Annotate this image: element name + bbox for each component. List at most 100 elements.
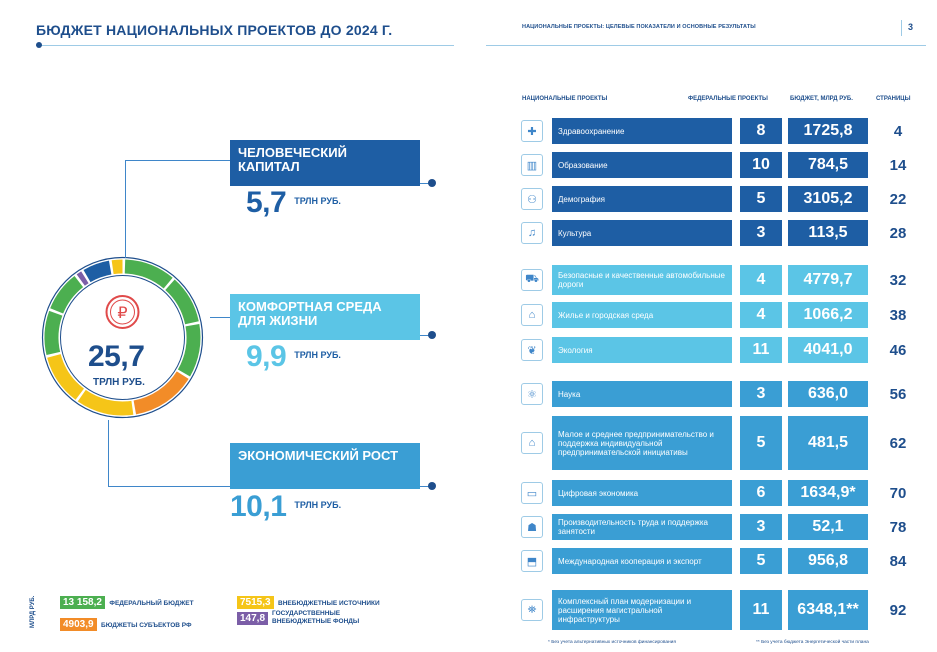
project-name: Цифровая экономика [552, 480, 732, 506]
federal-projects-count: 3 [740, 514, 782, 540]
page-reference: 84 [889, 552, 907, 570]
connector-line [420, 183, 432, 184]
federal-projects-count: 4 [740, 265, 782, 295]
federal-projects-count: 5 [740, 416, 782, 470]
connector-line [108, 420, 109, 486]
footnote: ** Без учета бюджета Энергетической част… [756, 640, 869, 645]
total-value: 25,7 [88, 340, 145, 373]
budget-value: 481,5 [788, 416, 868, 470]
footnote: * Без учета альтернативных источников фи… [548, 640, 676, 645]
federal-projects-count: 10 [740, 152, 782, 178]
project-name: Производительность труда и поддержка зан… [552, 514, 732, 540]
page-reference: 56 [889, 385, 907, 403]
budget-value: 3105,2 [788, 186, 868, 212]
donut-segment [47, 353, 85, 400]
column-header: НАЦИОНАЛЬНЫЕ ПРОЕКТЫ [522, 96, 608, 102]
column-header: ФЕДЕРАЛЬНЫЕ ПРОЕКТЫ [688, 96, 768, 102]
federal-projects-count: 6 [740, 480, 782, 506]
shop-icon: ⌂ [521, 432, 543, 454]
laptop-icon: ▭ [521, 482, 543, 504]
road-icon: ⛟ [521, 269, 543, 291]
title-rule-dot [36, 42, 42, 48]
page-reference: 22 [889, 190, 907, 208]
legend-item: 7515,3 ВНЕБЮДЖЕТНЫЕ ИСТОЧНИКИ [237, 592, 380, 610]
stroller-icon: ⚇ [521, 188, 543, 210]
donut-segment [165, 279, 199, 325]
category-amount: 9,9 ТРЛН РУБ. [246, 340, 341, 373]
donut-segment [133, 371, 189, 415]
category-amount: 5,7 ТРЛН РУБ. [246, 186, 341, 219]
budget-value: 956,8 [788, 548, 868, 574]
legend-item: 147,8 ГОСУДАРСТВЕННЫЕ ВНЕБЮДЖЕТНЫЕ ФОНДЫ [237, 610, 382, 626]
federal-projects-count: 11 [740, 590, 782, 630]
column-header: БЮДЖЕТ, МЛРД РУБ. [790, 96, 853, 102]
page-number-divider [901, 20, 902, 36]
project-name: Международная кооперация и экспорт [552, 548, 732, 574]
budget-value: 1725,8 [788, 118, 868, 144]
federal-projects-count: 5 [740, 548, 782, 574]
project-name: Образование [552, 152, 732, 178]
donut-segment [44, 310, 63, 356]
federal-projects-count: 5 [740, 186, 782, 212]
budget-value: 113,5 [788, 220, 868, 246]
page-reference: 28 [889, 224, 907, 242]
running-header: НАЦИОНАЛЬНЫЕ ПРОЕКТЫ: ЦЕЛЕВЫЕ ПОКАЗАТЕЛИ… [522, 24, 756, 30]
worker-icon: ☗ [521, 516, 543, 538]
project-name: Безопасные и качественные автомобильные … [552, 265, 732, 295]
category-human-capital: ЧЕЛОВЕЧЕСКИЙ КАПИТАЛ [230, 140, 420, 186]
ruble-icon: ₽ [117, 303, 127, 322]
page-reference: 92 [889, 601, 907, 619]
page-reference: 4 [893, 122, 903, 140]
donut-segment [177, 323, 201, 377]
column-header: СТРАНИЦЫ [876, 96, 911, 102]
project-name: Экология [552, 337, 732, 363]
total-unit: ТРЛН РУБ. [93, 377, 145, 388]
connector-knob [428, 331, 436, 339]
page-number: 3 [908, 22, 914, 32]
infrastructure-icon: ⛯ [521, 599, 543, 621]
connector-line [125, 160, 230, 161]
budget-value: 4041,0 [788, 337, 868, 363]
federal-projects-count: 3 [740, 220, 782, 246]
page-reference: 78 [889, 518, 907, 536]
medical-cross-icon: ✚ [521, 120, 543, 142]
category-economic-growth: ЭКОНОМИЧЕСКИЙ РОСТ [230, 443, 420, 489]
connector-knob [428, 179, 436, 187]
budget-donut: ₽ [41, 256, 204, 419]
category-amount: 10,1 ТРЛН РУБ. [230, 490, 342, 523]
budget-value: 6348,1** [788, 590, 868, 630]
project-name: Демография [552, 186, 732, 212]
donut-segment [111, 259, 123, 275]
donut-segment [76, 271, 89, 286]
category-comfortable-environment: КОМФОРТНАЯ СРЕДА ДЛЯ ЖИЗНИ [230, 294, 420, 340]
page-title: БЮДЖЕТ НАЦИОНАЛЬНЫХ ПРОЕКТОВ ДО 2024 Г. [36, 22, 393, 38]
legend-item: 13 158,2 ФЕДЕРАЛЬНЫЙ БЮДЖЕТ [60, 592, 194, 610]
connector-line [420, 486, 432, 487]
budget-value: 52,1 [788, 514, 868, 540]
books-icon: ▥ [521, 154, 543, 176]
federal-projects-count: 4 [740, 302, 782, 328]
budget-value: 636,0 [788, 381, 868, 407]
budget-value: 784,5 [788, 152, 868, 178]
budget-value: 1066,2 [788, 302, 868, 328]
connector-line [210, 317, 230, 318]
connector-line [420, 335, 432, 336]
federal-projects-count: 8 [740, 118, 782, 144]
project-name: Комплексный план модернизации и расширен… [552, 590, 732, 630]
connector-line [125, 160, 126, 258]
project-name: Наука [552, 381, 732, 407]
page-reference: 38 [889, 306, 907, 324]
project-name: Здравоохранение [552, 118, 732, 144]
page-reference: 46 [889, 341, 907, 359]
header-rule [486, 45, 926, 46]
federal-projects-count: 3 [740, 381, 782, 407]
connector-knob [428, 482, 436, 490]
donut-segment [77, 389, 134, 416]
page-reference: 62 [889, 434, 907, 452]
lyre-icon: ♫ [521, 222, 543, 244]
connector-line [108, 486, 230, 487]
project-name: Культура [552, 220, 732, 246]
donut-segment [83, 260, 112, 283]
donut-segment [50, 276, 84, 314]
page-reference: 70 [889, 484, 907, 502]
